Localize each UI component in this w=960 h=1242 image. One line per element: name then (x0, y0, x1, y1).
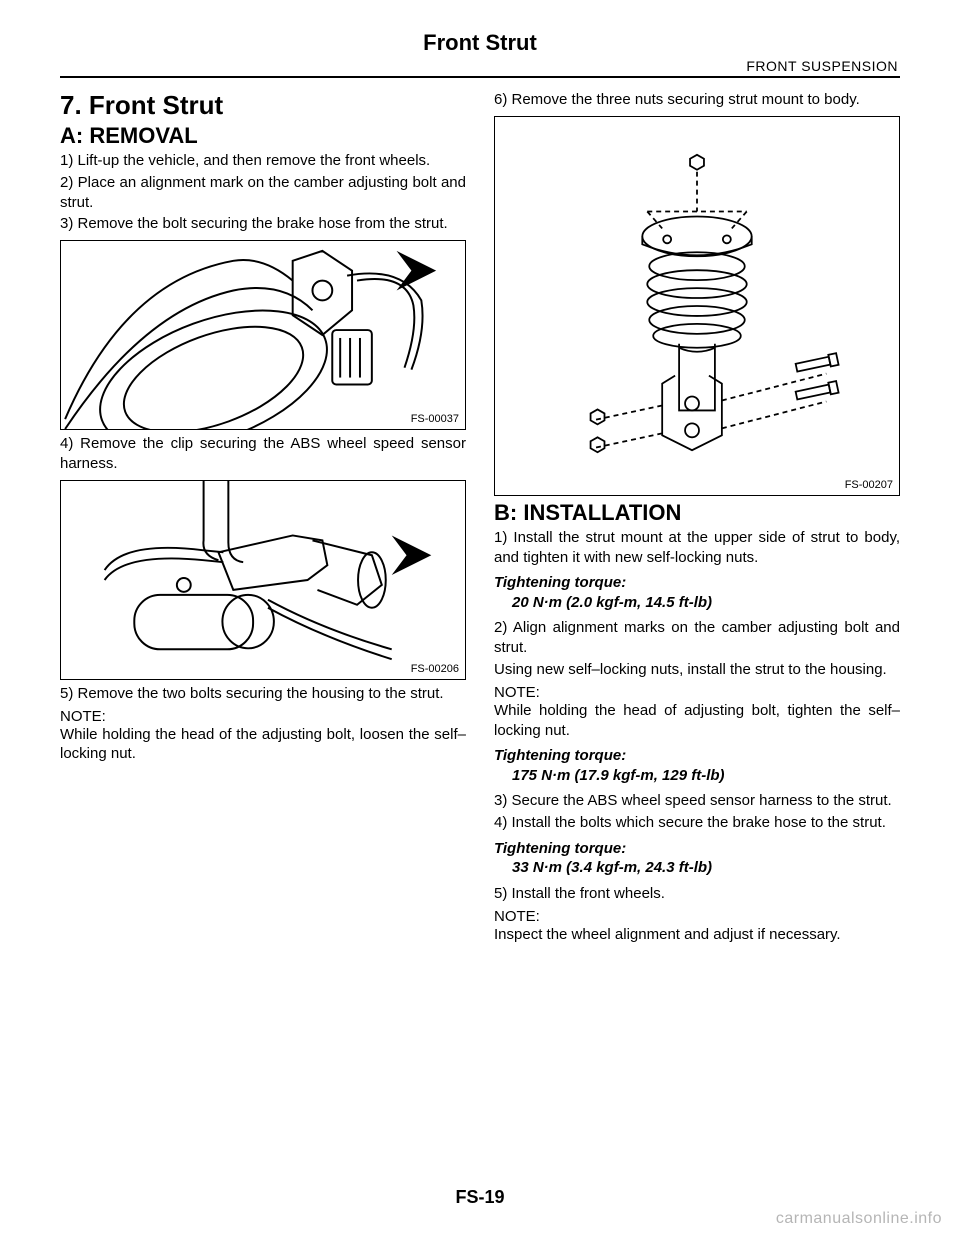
note-text: While holding the head of adjusting bolt… (494, 701, 900, 741)
torque-value: 33 N·m (3.4 kgf-m, 24.3 ft-lb) (494, 858, 900, 878)
right-column: 6) Remove the three nuts securing strut … (494, 90, 900, 947)
note-text: While holding the head of the adjusting … (60, 725, 466, 765)
page: Front Strut FRONT SUSPENSION 7. Front St… (0, 0, 960, 987)
note-label: NOTE: (494, 908, 900, 925)
header-rule (60, 76, 900, 78)
note-label: NOTE: (494, 684, 900, 701)
figure-fs-00206: FS-00206 (60, 480, 466, 680)
figure-fs-00037: FS-00037 (60, 240, 466, 430)
figure-label: FS-00206 (411, 663, 459, 675)
arrow-icon (397, 251, 437, 291)
torque-label: Tightening torque: (494, 840, 626, 857)
note-text: Inspect the wheel alignment and adjust i… (494, 925, 900, 945)
torque-label: Tightening torque: (494, 574, 626, 591)
torque-spec: Tightening torque: 20 N·m (2.0 kgf-m, 14… (494, 573, 900, 612)
step-text: 5) Install the front wheels. (494, 884, 900, 904)
note-label: NOTE: (60, 708, 466, 725)
abs-sensor-diagram-icon (61, 481, 465, 679)
step-text: 6) Remove the three nuts securing strut … (494, 90, 900, 110)
step-text: 4) Install the bolts which secure the br… (494, 813, 900, 833)
subsection-b-title: B: INSTALLATION (494, 500, 900, 526)
brake-hose-diagram-icon (61, 241, 465, 429)
step-text: 4) Remove the clip securing the ABS whee… (60, 434, 466, 474)
step-text: 1) Install the strut mount at the upper … (494, 528, 900, 568)
torque-spec: Tightening torque: 33 N·m (3.4 kgf-m, 24… (494, 839, 900, 878)
figure-label: FS-00207 (845, 479, 893, 491)
torque-spec: Tightening torque: 175 N·m (17.9 kgf-m, … (494, 746, 900, 785)
torque-value: 175 N·m (17.9 kgf-m, 129 ft-lb) (494, 766, 900, 786)
step-text: 5) Remove the two bolts securing the hou… (60, 684, 466, 704)
step-text: 2) Align alignment marks on the camber a… (494, 618, 900, 658)
watermark: carmanualsonline.info (776, 1210, 942, 1228)
step-text: Using new self–locking nuts, install the… (494, 660, 900, 680)
step-text: 1) Lift-up the vehicle, and then remove … (60, 151, 466, 171)
step-text: 3) Remove the bolt securing the brake ho… (60, 214, 466, 234)
torque-label: Tightening torque: (494, 747, 626, 764)
left-column: 7. Front Strut A: REMOVAL 1) Lift-up the… (60, 90, 466, 947)
page-number: FS-19 (455, 1187, 504, 1208)
page-title: Front Strut (60, 30, 900, 56)
subsection-a-title: A: REMOVAL (60, 123, 466, 149)
section-7-title: 7. Front Strut (60, 90, 466, 121)
step-text: 3) Secure the ABS wheel speed sensor har… (494, 791, 900, 811)
figure-fs-00207: FS-00207 (494, 116, 900, 496)
step-text: 2) Place an alignment mark on the camber… (60, 173, 466, 213)
content-columns: 7. Front Strut A: REMOVAL 1) Lift-up the… (60, 90, 900, 947)
torque-value: 20 N·m (2.0 kgf-m, 14.5 ft-lb) (494, 593, 900, 613)
arrow-icon (392, 535, 432, 575)
strut-assembly-diagram-icon (495, 117, 899, 495)
section-header: FRONT SUSPENSION (60, 58, 900, 74)
figure-label: FS-00037 (411, 413, 459, 425)
